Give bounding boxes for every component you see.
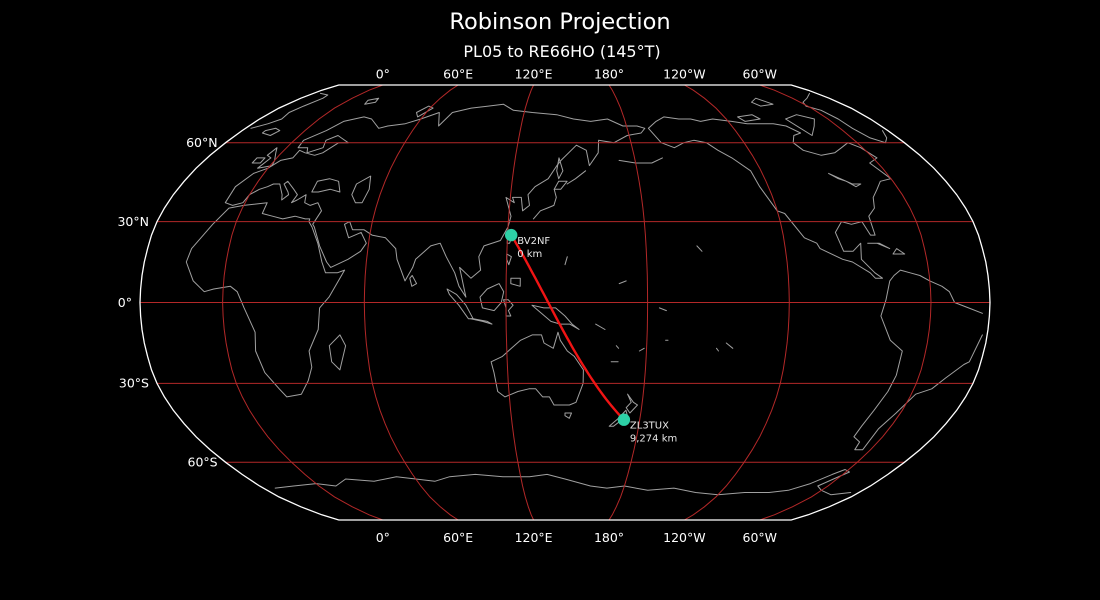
- parallel-label: 60°N: [186, 135, 218, 150]
- meridian-label-top: 60°W: [743, 67, 778, 82]
- coastline-aleutians: [618, 157, 663, 164]
- meridian-label-top: 120°E: [515, 67, 553, 82]
- meridian-label-bottom: 0°: [376, 530, 390, 545]
- coastline-solomons: [595, 323, 606, 330]
- coastline-caspian-sea: [351, 175, 372, 204]
- coastline-south-america: [853, 269, 983, 451]
- marker-dot: [505, 228, 518, 242]
- meridian-label-top: 120°W: [663, 67, 705, 82]
- coastlines: [185, 92, 983, 496]
- coastline-eurasia: [224, 103, 646, 298]
- coastline-java: [470, 318, 493, 325]
- parallel-label: 30°N: [117, 214, 149, 229]
- plot-title: Robinson Projection: [449, 9, 670, 35]
- meridian-label-bottom: 120°E: [515, 530, 553, 545]
- meridian-line: [222, 84, 383, 521]
- coastline-baffin: [785, 114, 815, 136]
- coastline-ellesmere: [751, 97, 774, 107]
- meridian-line: [363, 84, 459, 521]
- coastline-iceland: [261, 127, 281, 136]
- coastline-sri-lanka: [409, 275, 418, 287]
- coastline-vanuatu: [615, 345, 620, 349]
- coastline-tasmania: [564, 412, 572, 419]
- coastline-victoria-is: [737, 114, 761, 122]
- coastline-tuamotu: [725, 342, 734, 349]
- marker-distance-label: 0 km: [517, 249, 542, 260]
- coastline-hawaii: [696, 245, 703, 252]
- map-outline: [139, 84, 991, 521]
- meridian-label-bottom: 60°W: [743, 530, 778, 545]
- coastline-black-sea: [311, 178, 341, 193]
- coastline-mindanao: [510, 277, 521, 287]
- graticule: [140, 84, 990, 521]
- axis-labels: 0° 0° 60°E 60°E 120°E 120°E 180° 180° 120°W 120°W…: [117, 67, 777, 546]
- coastline-uk: [257, 147, 278, 169]
- meridian-label-bottom: 120°W: [663, 530, 705, 545]
- coastline-luzon: [506, 253, 512, 266]
- coastline-marshalls: [618, 280, 627, 285]
- meridian-label-top: 180°: [594, 67, 624, 82]
- coastline-ireland: [251, 157, 266, 164]
- marker-bv2nf: BV2NF 0 km: [505, 228, 550, 260]
- coastline-fiji: [638, 347, 645, 352]
- coastline-antarctica: [274, 469, 852, 496]
- coastline-kurils: [566, 170, 587, 185]
- coastline-sumatra: [446, 288, 474, 320]
- meridian-label-top: 60°E: [443, 67, 473, 82]
- coastline-cuba: [867, 242, 891, 250]
- coastline-madagascar: [328, 334, 347, 371]
- parallel-label: 0°: [118, 295, 132, 310]
- coastline-nz-north: [625, 393, 638, 414]
- meridian-label-bottom: 180°: [594, 530, 624, 545]
- meridian-line: [608, 84, 649, 521]
- coastline-hokkaido: [553, 180, 568, 190]
- parallel-label: 60°S: [188, 455, 218, 470]
- marker-callsign-label: ZL3TUX: [630, 421, 669, 432]
- great-circle-path: [510, 233, 626, 421]
- coastline-greenland: [250, 92, 888, 144]
- coastline-tahiti: [716, 347, 719, 352]
- meridian-line: [505, 84, 535, 521]
- coastline-hispaniola: [892, 248, 906, 255]
- coastline-svalbard: [364, 97, 380, 105]
- marker-zl3tux: ZL3TUX 9,274 km: [617, 413, 677, 445]
- marker-dot: [617, 413, 631, 426]
- parallel-label: 30°S: [119, 376, 149, 391]
- marker-callsign-label: BV2NF: [517, 236, 550, 247]
- meridian-line: [759, 84, 932, 521]
- marker-distance-label: 9,274 km: [630, 434, 677, 445]
- coastline-borneo: [479, 283, 505, 312]
- coastline-africa: [185, 202, 346, 398]
- meridian-label-bottom: 60°E: [443, 530, 473, 545]
- coastline-marianas: [564, 256, 568, 266]
- coastline-kiribati: [658, 307, 667, 312]
- plot-subtitle: PL05 to RE66HO (145°T): [463, 42, 660, 61]
- meridian-label-top: 0°: [376, 67, 390, 82]
- meridian-line: [684, 84, 790, 521]
- coastline-honshu: [532, 188, 557, 220]
- markers: BV2NF 0 km ZL3TUX 9,274 km: [505, 228, 677, 445]
- coastline-sakhalin: [556, 157, 564, 180]
- coastline-great-lakes: [828, 172, 862, 188]
- coastline-north-america: [647, 116, 892, 279]
